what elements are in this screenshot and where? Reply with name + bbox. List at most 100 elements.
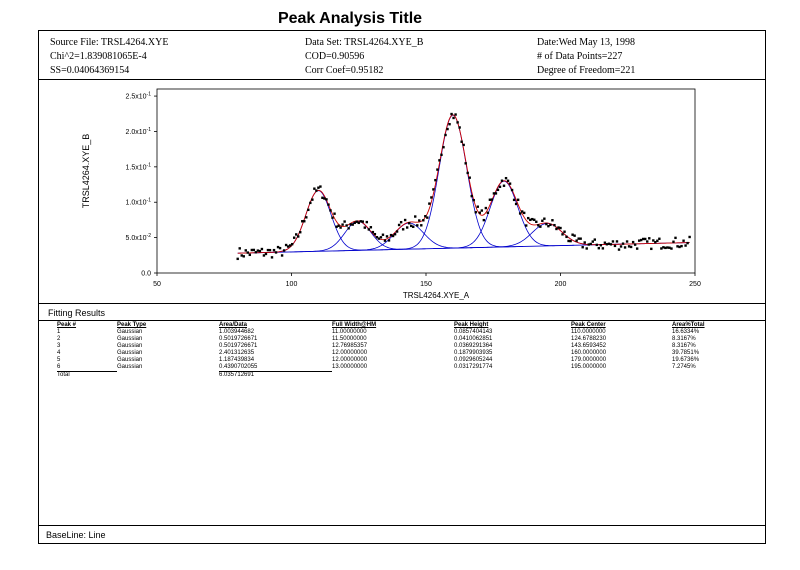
cell: 1.187439834: [219, 357, 255, 363]
cell: Gaussian: [117, 329, 143, 335]
data-point: [345, 224, 348, 227]
data-point: [623, 246, 627, 249]
data-point: [438, 159, 441, 162]
data-point: [486, 211, 490, 214]
data-point: [565, 235, 568, 239]
col-area-data: Area/Data: [219, 322, 248, 328]
data-point: [305, 216, 308, 219]
data-point: [646, 240, 649, 243]
data-point: [424, 215, 427, 218]
cell: 8.3167%: [672, 343, 696, 349]
x-axis-label: TRSL4264.XYE_A: [403, 291, 470, 300]
data-point: [252, 248, 256, 252]
cell: [571, 372, 672, 380]
data-point: [309, 201, 312, 205]
cell: 4: [57, 350, 61, 356]
data-point: [650, 247, 653, 251]
data-point: [313, 187, 316, 190]
data-point: [676, 245, 679, 248]
info-header: Source File: TRSL4264.XYE Chi^2=1.839081…: [39, 31, 765, 80]
cell: 12.76985357: [332, 343, 368, 349]
data-point: [355, 220, 358, 223]
data-point: [444, 133, 447, 137]
y-tick-label: 5.0x10-2: [126, 233, 152, 242]
data-point: [579, 237, 582, 240]
col-peak-height: Peak Height: [454, 322, 489, 328]
data-point: [569, 239, 572, 243]
cell: [332, 372, 454, 380]
data-point: [496, 188, 500, 192]
data-point: [286, 245, 290, 248]
data-point: [450, 112, 453, 116]
y-axis-label: TRSL4264.XYE_B: [81, 134, 91, 209]
data-point: [262, 254, 266, 257]
cell: 124.6788230: [571, 336, 607, 342]
data-point: [563, 230, 566, 233]
total-row: Total 6.035712691: [57, 371, 732, 380]
cell: 8.3167%: [672, 336, 696, 342]
corr-coef: Corr Coef=0.95182: [305, 65, 384, 76]
data-point: [335, 225, 338, 228]
data-point: [403, 218, 407, 222]
data-point: [440, 153, 443, 156]
data-point: [244, 249, 247, 252]
data-point: [557, 226, 560, 229]
num-points: # of Data Points=227: [537, 51, 623, 62]
col-fwhm: Full Width@HM: [332, 322, 377, 328]
cell: 0.5019726671: [219, 343, 258, 349]
peak-curve-2: [289, 220, 426, 253]
data-point: [522, 211, 526, 215]
fitting-header-row: Peak # Peak Type Area/Data Full Width@HM…: [57, 322, 732, 329]
data-point: [359, 220, 362, 223]
data-point: [670, 247, 673, 250]
data-point: [625, 240, 629, 243]
data-point: [276, 245, 280, 249]
data-point: [385, 235, 389, 238]
page-title: Peak Analysis Title: [277, 10, 423, 27]
data-point: [551, 219, 554, 222]
data-point: [349, 223, 352, 226]
data-point: [541, 219, 544, 222]
data-point: [292, 236, 296, 239]
data-point: [371, 230, 375, 234]
cell: 12.00000000: [332, 350, 368, 356]
y-tick-label: 1.0x10-1: [126, 198, 152, 207]
data-point: [684, 244, 687, 247]
baseline-footer: BaseLine: Line: [39, 525, 765, 545]
data-point: [573, 234, 576, 237]
data-point: [654, 241, 657, 244]
data-point: [290, 242, 294, 246]
cell: 1: [57, 329, 61, 335]
data-point: [474, 211, 477, 214]
data-set: Data Set: TRSL4264.XYE_B: [305, 37, 424, 48]
data-point: [347, 227, 350, 230]
data-point: [420, 224, 423, 227]
data-point: [299, 231, 302, 234]
data-point: [268, 248, 272, 252]
fitting-divider: [39, 320, 765, 321]
fitting-results-title: Fitting Results: [48, 308, 106, 318]
data-point: [640, 238, 643, 242]
data-point: [405, 226, 409, 229]
data-point: [642, 237, 645, 241]
cell: Gaussian: [117, 357, 143, 363]
data-point: [391, 234, 395, 238]
col-peak-type: Peak Type: [117, 322, 147, 328]
cell: Gaussian: [117, 350, 143, 356]
data-point: [377, 237, 381, 240]
cell: 110.0000000: [571, 329, 606, 335]
data-point: [633, 243, 637, 246]
data-point: [329, 209, 332, 212]
data-point: [418, 219, 421, 222]
data-point: [514, 202, 518, 206]
data-point: [383, 239, 387, 242]
data-point: [256, 249, 260, 252]
data-point: [656, 239, 659, 242]
data-point: [397, 223, 401, 227]
data-point: [494, 192, 498, 195]
data-point: [668, 246, 671, 249]
data-point: [664, 246, 667, 250]
data-point: [500, 179, 504, 182]
data-point: [525, 224, 528, 227]
data-point: [295, 233, 298, 236]
